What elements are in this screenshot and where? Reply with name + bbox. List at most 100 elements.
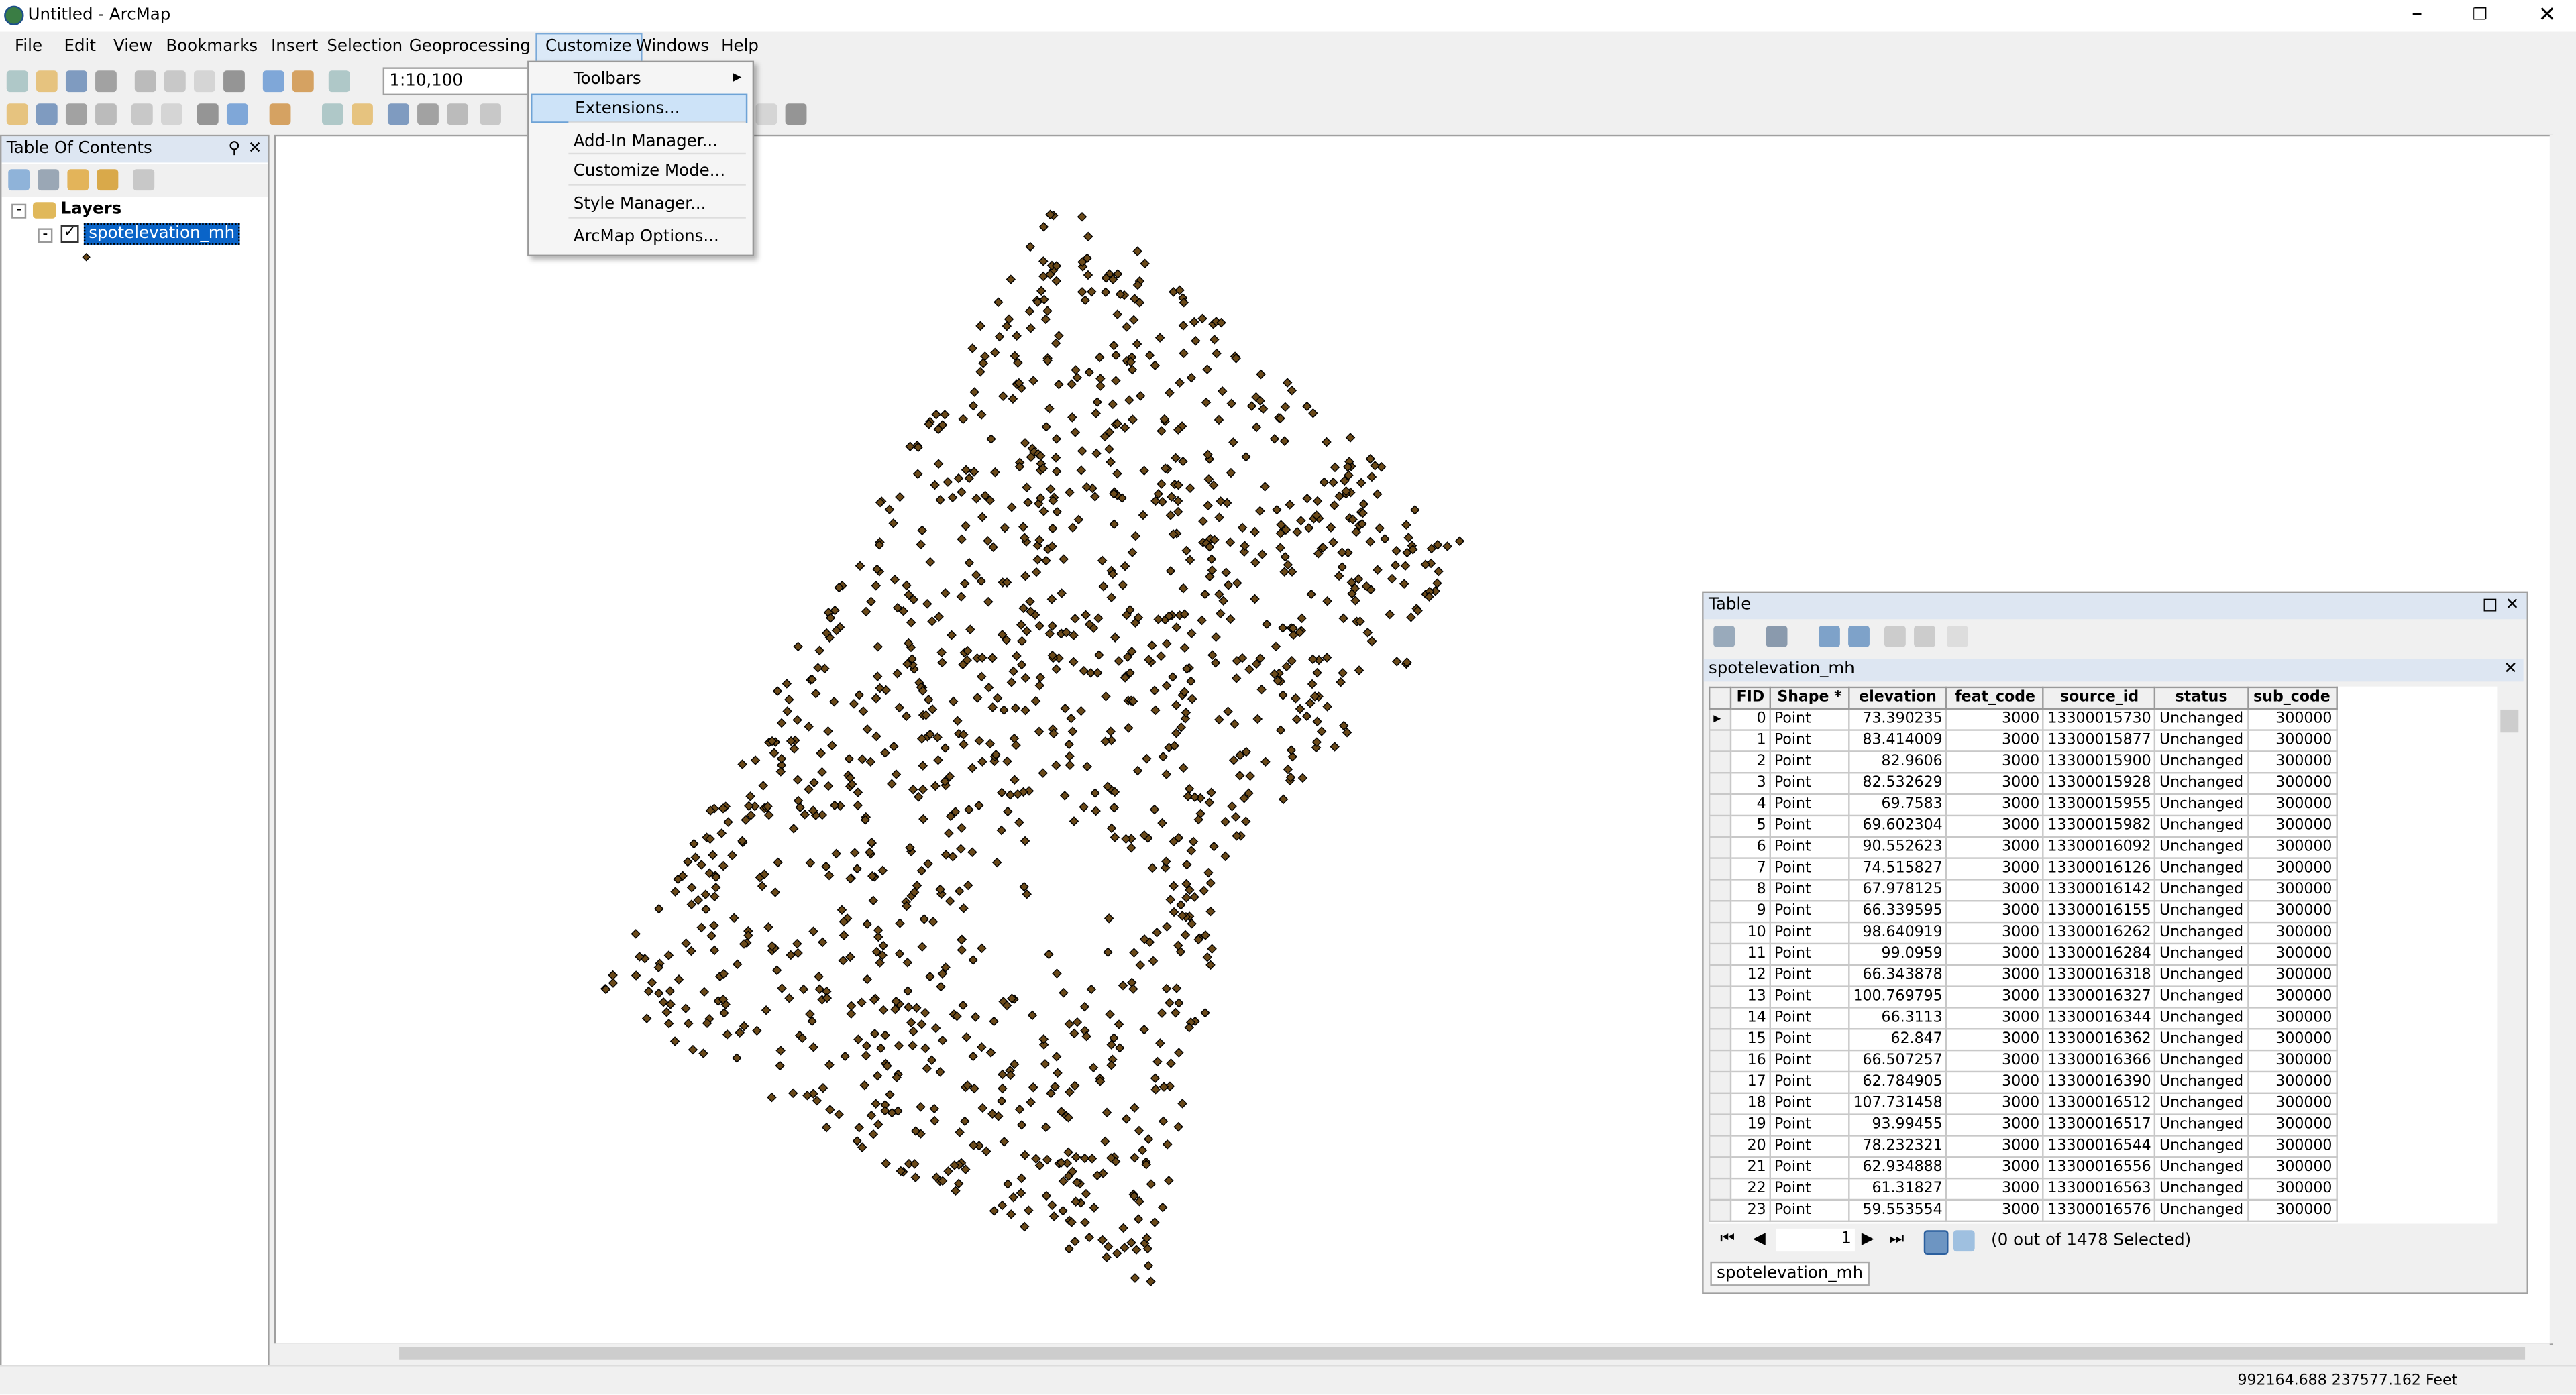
toolbar-button[interactable] [65,70,87,93]
table-row[interactable]: 14 Point 66.3113 3000 13300016344 Unchanged 30… [1708,1007,2337,1030]
column-header[interactable]: feat_code [1945,686,2045,710]
toc-layer[interactable]: spotelevation_mh [83,223,240,245]
zoom-selected[interactable] [1914,626,1935,647]
toolbar-button[interactable] [447,103,468,125]
toolbar-button[interactable] [223,70,245,93]
toolbar-button[interactable] [95,70,117,93]
toolbar-button[interactable] [785,103,807,125]
select-by-attr[interactable] [1819,626,1840,647]
menu-item[interactable]: Help [721,38,759,56]
column-header[interactable]: FID [1729,686,1772,710]
menu-item[interactable]: Geoprocessing [409,38,531,56]
vertical-scrollbar[interactable] [2549,134,2575,1344]
expander[interactable]: - [38,227,53,243]
table-row[interactable]: 21 Point 62.934888 3000 13300016556 Unchanged… [1708,1156,2337,1180]
toolbar-button[interactable] [328,70,350,93]
table-row[interactable]: 19 Point 93.99455 3000 13300016517 Unchanged 3… [1708,1113,2337,1137]
layer-checkbox[interactable]: ✓ [60,225,79,243]
toolbar-button[interactable] [269,103,291,125]
toolbar-button[interactable] [193,70,215,93]
show-all[interactable] [1923,1230,1949,1256]
delete-selected[interactable] [1947,626,1968,647]
table-row[interactable]: 18 Point 107.731458 3000 13300016512 Unchange… [1708,1092,2337,1115]
toolbar-button[interactable] [36,70,58,93]
menu-item[interactable]: View [113,38,153,56]
menu-option[interactable]: Customize Mode... [573,162,726,181]
table-row[interactable]: 3 Point 82.532629 3000 13300015928 Unchanged 3… [1708,772,2337,795]
menu-item[interactable]: Selection [327,38,403,56]
table-scrollbar[interactable] [2497,686,2522,1224]
table-options[interactable] [1713,626,1735,647]
toolbar-button[interactable] [352,103,373,125]
toolbar-button[interactable] [197,103,219,125]
toc-icon[interactable] [38,169,60,191]
table-maximize[interactable]: □ [2482,596,2498,614]
toolbar-button[interactable] [292,70,314,93]
table-row[interactable]: 16 Point 66.507257 3000 13300016366 Unchanged… [1708,1049,2337,1073]
table-close[interactable]: ✕ [2505,596,2520,614]
toolbar-button[interactable] [65,103,87,125]
toolbar-button[interactable] [755,103,777,125]
menu-item[interactable]: Bookmarks [166,38,258,56]
table-row[interactable]: 13 Point 100.769795 3000 13300016327 Unchange… [1708,985,2337,1009]
toolbar-button[interactable] [262,70,284,93]
toolbar-button[interactable] [161,103,182,125]
menu-option[interactable]: Extensions... [531,93,748,123]
current-record[interactable]: 1 [1776,1228,1855,1252]
menu-item[interactable]: Insert [271,38,319,56]
horizontal-scrollbar[interactable] [274,1343,2550,1363]
menu-item[interactable]: Windows [635,38,710,56]
menu-option[interactable]: Style Manager... [573,195,706,214]
table-row[interactable]: 5 Point 69.602304 3000 13300015982 Unchanged 3… [1708,814,2337,838]
toc-close[interactable]: ✕ [248,140,262,158]
table-row[interactable]: 4 Point 69.7583 3000 13300015955 Unchanged 300… [1708,793,2337,817]
minimize-button[interactable]: – [2412,1,2423,27]
scroll-thumb[interactable] [399,1347,2526,1360]
table-row[interactable]: 2 Point 82.9606 3000 13300015900 Unchanged 300… [1708,750,2337,774]
table-row[interactable]: 10 Point 98.640919 3000 13300016262 Unchanged… [1708,921,2337,945]
table-row[interactable]: 23 Point 59.553554 3000 13300016576 Unchanged… [1708,1198,2337,1223]
table-row[interactable]: 9 Point 66.339595 3000 13300016155 Unchanged 3… [1708,900,2337,924]
prev-record[interactable]: ◀ [1753,1230,1766,1249]
next-record[interactable]: ▶ [1861,1230,1874,1249]
table-row[interactable]: 17 Point 62.784905 3000 13300016390 Unchanged… [1708,1070,2337,1095]
toc-icon[interactable] [97,169,119,191]
table-row[interactable]: 8 Point 67.978125 3000 13300016142 Unchanged 3… [1708,879,2337,902]
menu-item[interactable]: Customize [535,32,642,63]
toolbar-button[interactable] [36,103,58,125]
table-row[interactable]: 22 Point 61.31827 3000 13300016563 Unchanged 3… [1708,1177,2337,1201]
menu-option[interactable]: Add-In Manager... [573,133,718,152]
table-row[interactable]: 12 Point 66.343878 3000 13300016318 Unchanged… [1708,964,2337,987]
column-header[interactable]: elevation [1848,686,1948,710]
table-row[interactable]: 6 Point 90.552623 3000 13300016092 Unchanged 3… [1708,836,2337,859]
toolbar-button[interactable] [95,103,117,125]
clear-selection[interactable] [1884,626,1906,647]
menu-item[interactable]: File [15,38,43,56]
column-header[interactable]: source_id [2043,686,2157,710]
toolbar-button[interactable] [417,103,439,125]
last-record[interactable]: ⏭ [1889,1230,1904,1249]
table-row[interactable]: ▸ 0 Point 73.390235 3000 13300015730 Unchanged… [1708,708,2337,731]
toolbar-button[interactable] [134,70,156,93]
column-header[interactable]: Shape * [1769,686,1850,710]
toc-icon[interactable] [67,169,89,191]
toc-icon[interactable] [8,169,30,191]
table-layer-close[interactable]: ✕ [2504,660,2518,679]
menu-option[interactable]: Toolbars [573,70,641,89]
expander[interactable]: - [11,203,27,219]
toolbar-button[interactable] [226,103,248,125]
menu-item[interactable]: Edit [64,38,96,56]
switch-selection[interactable] [1848,626,1870,647]
table-row[interactable]: 11 Point 99.0959 3000 13300016284 Unchanged 30… [1708,942,2337,966]
toc-pin[interactable]: ⚲ [228,140,241,158]
maximize-button[interactable]: ❐ [2472,6,2487,25]
toc-root[interactable]: Layers [60,200,122,219]
toolbar-button[interactable] [164,70,186,93]
toolbar-button[interactable] [6,70,28,93]
table-row[interactable]: 15 Point 62.847 3000 13300016362 Unchanged 300… [1708,1028,2337,1052]
toolbar-button[interactable] [387,103,409,125]
table-row[interactable]: 20 Point 78.232321 3000 13300016544 Unchanged… [1708,1135,2337,1158]
column-header[interactable]: status [2154,686,2249,710]
toolbar-button[interactable] [6,103,28,125]
scroll-thumb[interactable] [2500,709,2519,733]
